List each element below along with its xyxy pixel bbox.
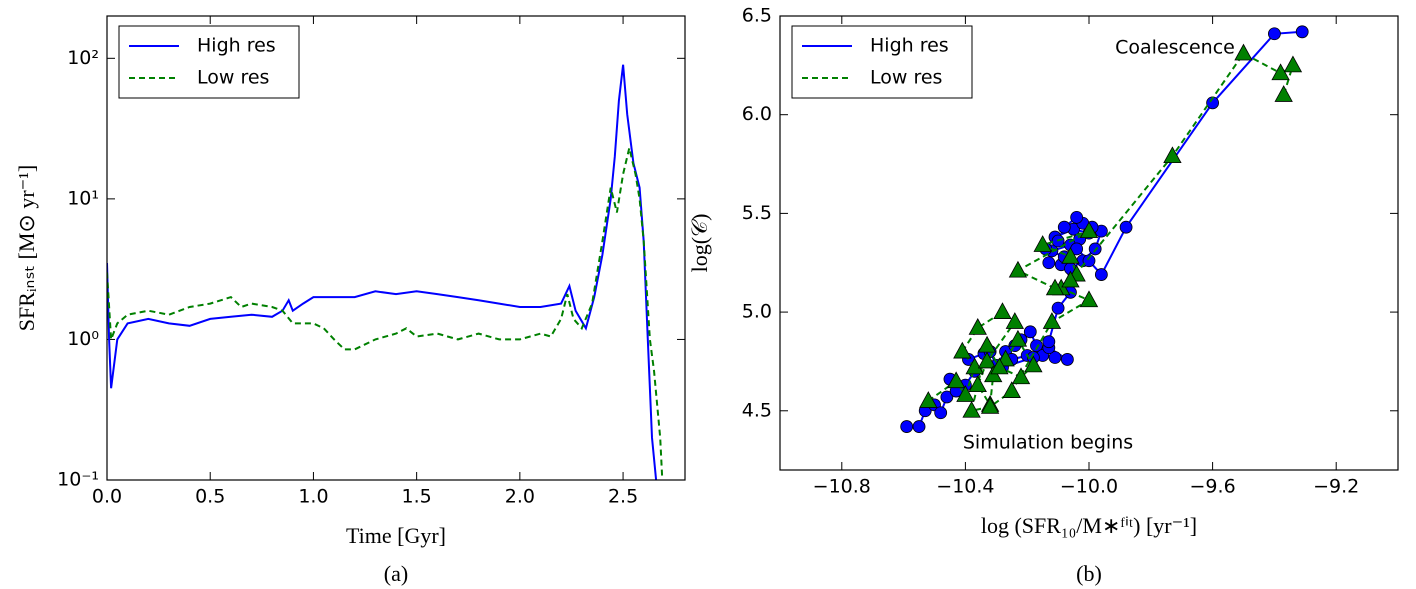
data-point xyxy=(1030,339,1043,353)
x-tick-label: −10.0 xyxy=(1060,476,1118,498)
data-point xyxy=(1023,325,1037,339)
data-point xyxy=(1274,85,1293,102)
data-point xyxy=(1042,256,1056,270)
data-point xyxy=(1005,312,1025,329)
x-tick-label: 0.0 xyxy=(92,486,122,508)
y-axis-label: SFRᵢₙₛₜ [M⊙ yr⁻¹] xyxy=(14,165,39,331)
y-tick-label: 5.5 xyxy=(742,202,772,224)
legend-label: High res xyxy=(870,35,949,57)
data-point xyxy=(1048,351,1062,364)
data-point xyxy=(977,351,997,369)
legend-box xyxy=(791,25,973,99)
data-point xyxy=(1024,355,1043,373)
caption: (a) xyxy=(384,561,408,586)
data-point xyxy=(1119,220,1133,234)
legend-box xyxy=(118,25,300,99)
data-point xyxy=(1042,312,1062,329)
data-point xyxy=(1082,254,1096,268)
data-point xyxy=(1057,220,1071,234)
x-tick-label: −9.2 xyxy=(1313,476,1359,498)
data-point xyxy=(934,406,948,420)
legend-label: High res xyxy=(197,35,276,57)
x-tick-label: 2.0 xyxy=(505,486,535,508)
x-tick-label: −10.8 xyxy=(813,476,871,498)
y-axis-label: log(𝒞) xyxy=(687,214,712,273)
panel: −10.8 −10.4 −10.0 −9.6 −9.2 4.5 5.0 5.5 6.0 6.5 Hi… xyxy=(687,5,1399,586)
data-point xyxy=(1295,25,1309,39)
data-point xyxy=(956,385,975,402)
series-line xyxy=(107,64,658,480)
data-point xyxy=(1079,221,1099,239)
data-point xyxy=(1002,381,1021,398)
data-point xyxy=(1163,146,1182,164)
data-point xyxy=(993,302,1012,319)
data-point xyxy=(1060,353,1074,366)
data-point xyxy=(1011,367,1031,385)
data-point xyxy=(1061,270,1080,288)
x-tick-label: 0.5 xyxy=(195,486,225,508)
legend-label: Low res xyxy=(197,67,269,89)
y-tick-label: 10² xyxy=(67,47,99,69)
legend-label: Low res xyxy=(870,67,942,89)
y-tick-label: 4.5 xyxy=(742,399,772,421)
x-axis-label: Time [Gyr] xyxy=(346,523,446,548)
caption: (b) xyxy=(1076,561,1102,586)
x-tick-label: 1.0 xyxy=(298,486,328,508)
data-point xyxy=(1070,210,1084,224)
x-tick-label: 1.5 xyxy=(402,486,432,508)
data-point xyxy=(1008,329,1028,347)
axes-frame xyxy=(779,15,1399,471)
data-point xyxy=(977,335,997,353)
x-tick-label: −9.6 xyxy=(1190,476,1236,498)
data-point xyxy=(1045,278,1065,296)
data-point xyxy=(968,375,987,393)
data-point xyxy=(1094,268,1108,281)
data-point xyxy=(912,420,926,433)
y-tick-label: 10⁻¹ xyxy=(57,469,99,491)
data-point xyxy=(953,341,972,359)
data-point xyxy=(965,357,984,375)
data-point xyxy=(900,420,914,433)
data-point xyxy=(1283,55,1303,73)
data-point xyxy=(1079,290,1099,308)
data-point xyxy=(1033,235,1052,252)
data-point xyxy=(1051,301,1065,315)
data-point xyxy=(1008,260,1028,278)
plot-content xyxy=(900,25,1309,433)
x-tick-label: −10.4 xyxy=(936,476,994,498)
data-point xyxy=(946,371,966,389)
data-point xyxy=(940,390,954,404)
data-point xyxy=(1268,27,1281,41)
y-tick-label: 10⁰ xyxy=(67,328,99,350)
y-tick-label: 5.0 xyxy=(742,301,772,323)
data-point xyxy=(968,318,987,335)
x-tick-label: 2.5 xyxy=(608,486,638,508)
plot-content xyxy=(107,64,664,480)
data-point xyxy=(919,391,938,408)
y-tick-label: 6.0 xyxy=(742,103,772,125)
y-tick-label: 6.5 xyxy=(742,5,772,27)
data-point xyxy=(980,397,1000,414)
data-point xyxy=(1234,43,1253,61)
x-axis-label: log (SFR₁₀/M∗ᶠⁱᵗ) [yr⁻¹] xyxy=(981,513,1197,538)
y-tick-label: 10¹ xyxy=(67,187,99,209)
data-point xyxy=(990,357,1009,375)
data-point xyxy=(1042,335,1056,349)
annotation: Coalescence xyxy=(1115,37,1235,59)
panel: 0.0 0.5 1.0 1.5 2.0 2.5 10⁻¹ 10⁰ 10¹ 10² High res L… xyxy=(14,15,686,586)
data-point xyxy=(1061,246,1080,264)
axes-frame xyxy=(106,15,686,481)
annotation: Simulation begins xyxy=(963,432,1133,454)
data-point xyxy=(962,400,981,418)
